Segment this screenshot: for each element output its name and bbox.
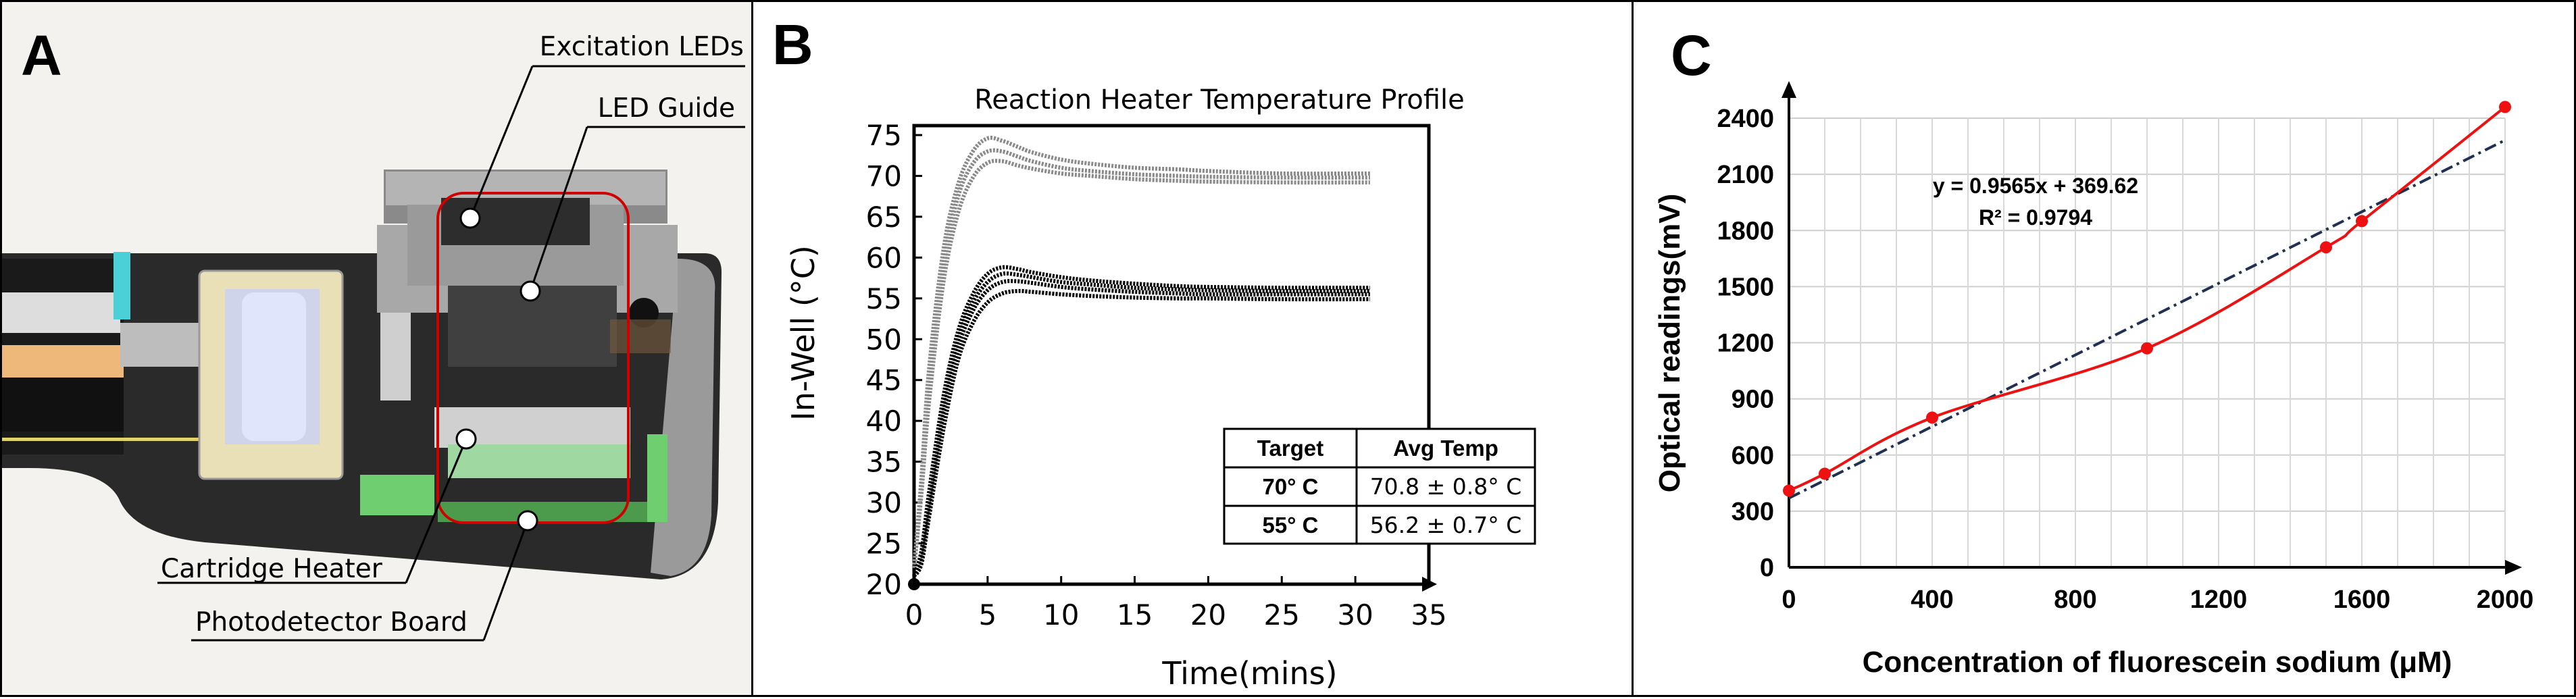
y-tick-label: 35 <box>866 446 902 479</box>
table-header-target: Target <box>1257 436 1323 461</box>
temperature-profile-chart: B Reaction Heater Temperature Profile Ti… <box>772 13 1536 692</box>
chart-b-x-axis-label: Time(mins) <box>1161 655 1337 692</box>
chart-c-y-arrow <box>1782 81 1796 98</box>
fluorescein-data-point <box>1926 411 1938 424</box>
chart-b-plot-frame <box>912 124 1431 586</box>
panel-c-letter: C <box>1671 24 1712 87</box>
fluorescein-data-point <box>2320 241 2332 254</box>
device-cross-section: A <box>2 24 745 642</box>
avg-temp-table: Target Avg Temp 70° C 70.8 ± 0.8° C 55° … <box>1223 428 1536 545</box>
fluorescein-data-point <box>1783 484 1795 497</box>
table-cell-target-55: 55° C <box>1263 513 1319 538</box>
y-tick-label: 40 <box>866 405 902 438</box>
x-tick-label: 0 <box>1782 586 1796 614</box>
fluorescein-data-point <box>1819 467 1831 480</box>
callout-photodetector-board: Photodetector Board <box>191 510 538 642</box>
y-tick-label: 600 <box>1732 442 1774 470</box>
table-cell-avg-70: 70.8 ± 0.8° C <box>1370 473 1522 500</box>
x-tick-label: 35 <box>1411 598 1446 631</box>
y-tick-label: 30 <box>866 486 902 519</box>
chart-c-x-axis-label: Concentration of fluorescein sodium (μM) <box>1863 646 2452 679</box>
callout-cartridge-heater-label: Cartridge Heater <box>161 554 383 584</box>
y-tick-label: 50 <box>866 323 902 356</box>
x-tick-label: 20 <box>1190 598 1226 631</box>
temperature-series-line <box>912 279 1370 577</box>
callout-cartridge-heater: Cartridge Heater <box>157 428 477 584</box>
temperature-series-line <box>912 159 1370 569</box>
x-tick-label: 5 <box>978 598 996 631</box>
y-tick-label: 65 <box>866 201 902 234</box>
y-tick-label: 20 <box>866 568 902 601</box>
trendline-r-squared: R² = 0.9794 <box>1979 205 2092 230</box>
fluorescein-data-point <box>2499 101 2511 113</box>
calibration-chart: C 0 400 800 1200 1600 2000 0 300 600 900 1200 1500 1… <box>1653 24 2534 679</box>
chart-b-title: Reaction Heater Temperature Profile <box>974 84 1465 115</box>
trendline-equation: y = 0.9565x + 369.62 <box>1933 174 2138 198</box>
fluorescein-data-point <box>2356 215 2368 228</box>
x-tick-label: 0 <box>905 598 924 631</box>
cartridge-holder <box>198 269 344 480</box>
y-tick-label: 45 <box>866 364 902 397</box>
y-tick-label: 0 <box>1760 554 1774 582</box>
callout-led-guide: LED Guide <box>520 93 745 302</box>
x-tick-label: 800 <box>2054 586 2096 614</box>
temperature-series-line <box>912 288 1370 577</box>
y-tick-label: 75 <box>866 119 902 152</box>
fluorescein-series-line <box>1788 105 2506 492</box>
table-cell-avg-55: 56.2 ± 0.7° C <box>1370 512 1522 538</box>
chart-b-y-axis-label: In-Well (°C) <box>785 245 822 421</box>
panel-a-letter: A <box>21 24 62 87</box>
x-tick-label: 1200 <box>2190 586 2248 614</box>
x-tick-label: 30 <box>1337 598 1373 631</box>
x-tick-label: 25 <box>1264 598 1300 631</box>
optics-block <box>360 170 678 522</box>
x-tick-label: 15 <box>1117 598 1153 631</box>
y-tick-label: 25 <box>866 527 902 561</box>
x-tick-label: 10 <box>1043 598 1079 631</box>
y-tick-label: 1800 <box>1717 217 1774 245</box>
panel-b: B Reaction Heater Temperature Profile Ti… <box>751 0 1634 697</box>
y-tick-label: 900 <box>1732 386 1774 414</box>
panel-b-letter: B <box>772 13 813 76</box>
y-tick-label: 1500 <box>1717 273 1774 301</box>
y-tick-label: 300 <box>1732 498 1774 526</box>
y-tick-label: 60 <box>866 241 902 274</box>
y-tick-label: 1200 <box>1717 330 1774 358</box>
chart-c-y-axis-label: Optical readings(mV) <box>1653 194 1686 493</box>
table-cell-target-70: 70° C <box>1263 474 1319 499</box>
x-tick-label: 400 <box>1911 586 1953 614</box>
callout-excitation-leds-label: Excitation LEDs <box>540 32 744 62</box>
table-header-avg-temp: Avg Temp <box>1393 436 1498 461</box>
fluorescein-data-point <box>2141 342 2153 355</box>
y-tick-label: 70 <box>866 159 902 192</box>
chart-c-x-arrow <box>2505 560 2522 575</box>
callout-excitation-leds: Excitation LEDs <box>459 32 745 229</box>
callout-photodetector-board-label: Photodetector Board <box>195 607 468 638</box>
panel-c: C 0 400 800 1200 1600 2000 0 300 600 900 1200 1500 1… <box>1632 0 2576 697</box>
trendline <box>1788 138 2506 500</box>
y-tick-label: 2100 <box>1717 161 1774 189</box>
y-tick-label: 2400 <box>1717 105 1774 133</box>
temperature-series-line <box>912 136 1370 569</box>
x-tick-label: 1600 <box>2333 586 2391 614</box>
panel-a: A <box>0 0 753 697</box>
y-tick-label: 55 <box>866 282 902 315</box>
callout-led-guide-label: LED Guide <box>598 93 735 124</box>
x-tick-label: 2000 <box>2477 586 2534 614</box>
